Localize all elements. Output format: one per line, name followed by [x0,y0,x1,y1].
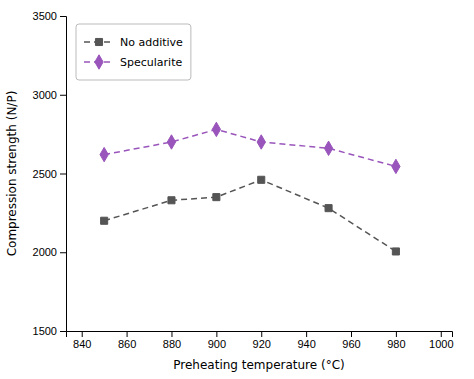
x-tick-label: 960 [342,338,360,350]
x-axis-line [67,332,453,338]
x-tick-mark [261,331,262,337]
y-axis-title: Compression strength (N/P) [5,91,19,257]
y-tick-mark [60,252,66,253]
series [101,176,400,255]
plot-root: 840 860 880 900 920 940 960 980 1000 1500 2000 2500… [5,10,454,372]
y-tick-label: 1500 [33,325,57,337]
data-point [101,217,108,224]
x-tick: 860 [118,331,136,350]
x-tick: 960 [342,331,360,350]
legend-label: Specularite [120,56,182,69]
x-tick-mark [171,331,172,337]
y-axis-line [60,17,67,332]
y-tick: 3000 [33,89,66,101]
data-point [212,122,220,136]
legend: No additive Specularite [76,24,191,80]
data-point [100,147,108,161]
x-tick-mark [351,331,352,337]
legend-entry: Specularite [84,55,182,69]
data-point [325,205,332,212]
x-tick: 1000 [429,331,453,350]
y-tick-label: 3000 [33,89,57,101]
y-tick: 2500 [33,168,66,180]
data-point [392,159,400,173]
x-tick-label: 880 [163,338,181,350]
x-tick-mark [306,331,307,337]
y-tick: 3500 [33,10,66,22]
x-tick-mark [82,331,83,337]
x-tick: 900 [208,331,226,350]
x-tick-label: 980 [387,338,405,350]
x-tick-mark [216,331,217,337]
legend-marker [95,55,103,69]
x-tick: 840 [73,331,91,350]
y-tick: 2000 [33,246,66,258]
series-line [104,129,396,166]
x-tick: 920 [253,331,271,350]
marks [100,122,400,255]
y-tick: 1500 [33,325,66,337]
chart-container: 840 860 880 900 920 940 960 980 1000 1500 2000 2500… [0,0,474,379]
data-point [324,141,332,155]
chart-svg: 840 860 880 900 920 940 960 980 1000 1500 2000 2500… [0,0,474,379]
y-tick-label: 2500 [33,168,57,180]
x-axis-title: Preheating temperature (°C) [173,358,344,372]
y-tick-mark [60,331,66,332]
series [100,122,400,173]
legend-marker [95,38,102,45]
x-tick-label: 900 [208,338,226,350]
data-point [168,197,175,204]
legend-entry: No additive [84,36,183,49]
x-tick-label: 860 [118,338,136,350]
legend-box [76,24,191,80]
x-tick-mark [396,331,397,337]
x-tick: 980 [387,331,405,350]
data-point [257,135,265,149]
y-tick-mark [60,95,66,96]
y-tick-label: 2000 [33,246,57,258]
data-point [167,135,175,149]
y-axis: 1500 2000 2500 3000 3500 [33,10,67,337]
data-point [258,176,265,183]
x-axis: 840 860 880 900 920 940 960 980 1000 [67,331,454,350]
y-tick-mark [60,174,66,175]
x-tick: 940 [297,331,315,350]
x-tick-label: 920 [253,338,271,350]
x-tick-mark [441,331,442,337]
legend-label: No additive [120,36,183,49]
x-tick-mark [127,331,128,337]
data-point [392,248,399,255]
series-line [104,180,396,252]
y-tick-label: 3500 [33,10,57,22]
x-tick-label: 840 [73,338,91,350]
x-tick-label: 940 [297,338,315,350]
x-tick: 880 [163,331,181,350]
x-tick-label: 1000 [429,338,453,350]
data-point [213,194,220,201]
y-tick-mark [60,16,66,17]
